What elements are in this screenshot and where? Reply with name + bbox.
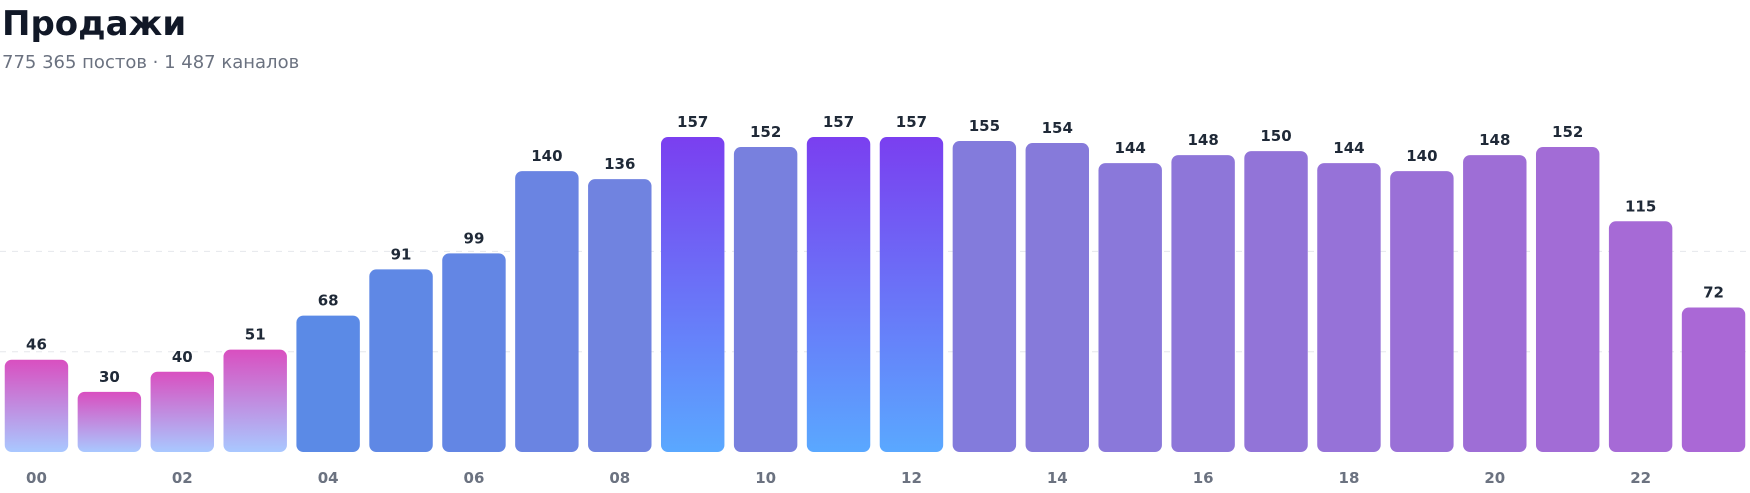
value-label: 136: [604, 155, 635, 173]
x-tick-label: 10: [755, 469, 776, 487]
x-tick-label: 20: [1484, 469, 1505, 487]
bar: [952, 141, 1017, 452]
value-label: 144: [1333, 139, 1364, 157]
value-label: 46: [26, 336, 47, 354]
bar: [1390, 171, 1454, 452]
bar: [223, 349, 287, 452]
value-label: 68: [318, 292, 339, 310]
value-label: 51: [245, 326, 266, 344]
value-label: 157: [823, 113, 854, 131]
value-label: 152: [1552, 123, 1583, 141]
x-tick-label: 00: [26, 469, 47, 487]
x-tick-label: 16: [1193, 469, 1214, 487]
x-tick-label: 18: [1339, 469, 1360, 487]
bar: [296, 315, 360, 452]
bar: [369, 269, 433, 452]
value-label: 157: [896, 113, 927, 131]
x-tick-label: 04: [318, 469, 339, 487]
x-tick-label: 14: [1047, 469, 1068, 487]
value-label: 157: [677, 113, 708, 131]
bar: [1244, 151, 1308, 452]
x-tick-label: 06: [464, 469, 485, 487]
bar: [806, 137, 871, 453]
x-tick-label: 22: [1630, 469, 1651, 487]
bar: [1681, 307, 1746, 452]
value-label: 155: [969, 117, 1000, 135]
bar: [1608, 221, 1673, 452]
bar: [1025, 143, 1090, 452]
value-label: 91: [391, 245, 412, 263]
value-label: 115: [1625, 197, 1656, 215]
x-tick-label: 02: [172, 469, 193, 487]
bar: [4, 359, 69, 452]
value-label: 144: [1115, 139, 1146, 157]
bar: [515, 171, 579, 452]
value-label: 40: [172, 348, 193, 366]
chart-subtitle: 775 365 постов · 1 487 каналов: [2, 52, 300, 73]
bar: [77, 391, 142, 452]
bar: [879, 137, 944, 453]
value-label: 140: [531, 147, 562, 165]
bar: [660, 137, 725, 453]
value-label: 154: [1042, 119, 1073, 137]
value-label: 99: [464, 229, 485, 247]
bar: [1317, 163, 1381, 452]
bar: [442, 253, 506, 452]
value-label: 148: [1187, 131, 1218, 149]
bar: [588, 179, 652, 452]
value-label: 152: [750, 123, 781, 141]
bar: [1171, 155, 1235, 452]
chart-title: Продажи: [2, 4, 187, 44]
bar: [1535, 147, 1600, 453]
value-label: 148: [1479, 131, 1510, 149]
x-tick-label: 12: [901, 469, 922, 487]
bar: [1463, 155, 1527, 452]
value-label: 140: [1406, 147, 1437, 165]
value-label: 30: [99, 368, 120, 386]
bar: [150, 371, 215, 452]
x-tick-label: 08: [609, 469, 630, 487]
bar: [733, 147, 798, 453]
bar: [1098, 163, 1162, 452]
value-label: 150: [1260, 127, 1291, 145]
value-label: 72: [1703, 284, 1724, 302]
